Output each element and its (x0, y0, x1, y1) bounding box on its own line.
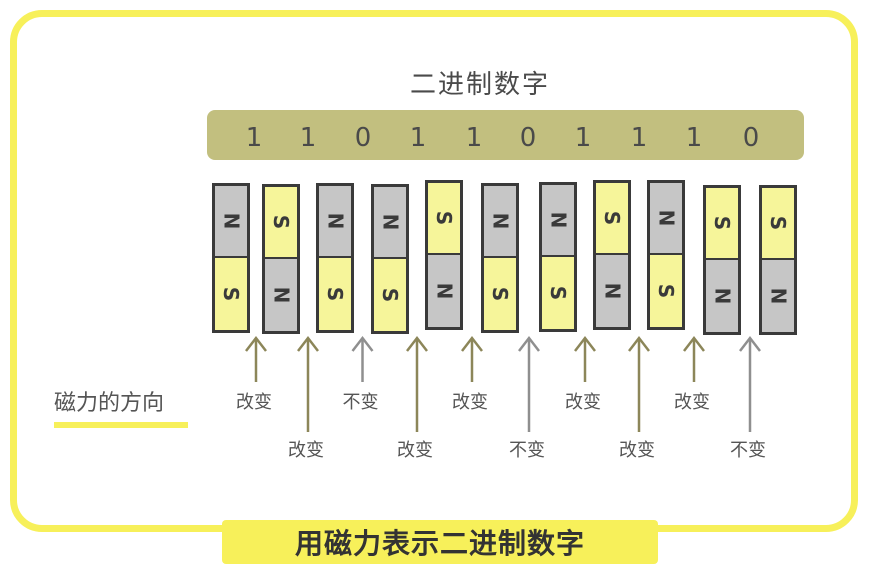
magnet-bottom-pole: S (542, 257, 574, 329)
magnet-top-pole: S (428, 183, 460, 255)
pole-letter: N (654, 209, 678, 227)
pole-letter: S (323, 286, 347, 302)
bit-digit: 1 (465, 123, 483, 153)
pole-letter: N (432, 282, 456, 300)
pole-letter: S (546, 285, 570, 301)
magnet-bottom-pole: N (706, 260, 738, 332)
transition-label: 不变 (509, 440, 545, 461)
magnet-top-pole: N (542, 185, 574, 257)
magnet-bottom-pole: N (265, 259, 297, 331)
pole-letter: N (766, 287, 790, 305)
pole-letter: S (378, 287, 402, 303)
magnet-bottom-pole: S (650, 255, 682, 327)
magnet-top-pole: N (374, 187, 406, 259)
magnet-bottom-pole: N (762, 260, 794, 332)
magnet-bottom-pole: S (374, 259, 406, 331)
pole-letter: S (766, 215, 790, 231)
bit-digit: 1 (630, 123, 648, 153)
pole-letter: N (269, 286, 293, 304)
bit-digit: 1 (299, 123, 317, 153)
magnet-bottom-pole: N (596, 255, 628, 327)
pole-letter: N (600, 282, 624, 300)
pole-letter: N (378, 213, 402, 231)
bit-digit: 0 (354, 123, 372, 153)
pole-letter: S (600, 210, 624, 226)
caption-underline (54, 422, 188, 428)
pole-letter: N (546, 211, 570, 229)
transition-label: 改变 (452, 392, 488, 413)
pole-letter: N (323, 212, 347, 230)
title-box: 用磁力表示二进制数字 (222, 520, 658, 564)
bit-digit: 0 (742, 123, 760, 153)
binary-heading: 二进制数字 (410, 70, 551, 100)
pole-letter: S (219, 286, 243, 302)
magnet-top-pole: N (319, 186, 351, 258)
magnet-bottom-pole: S (319, 258, 351, 330)
pole-letter: N (710, 287, 734, 305)
pole-letter: N (219, 212, 243, 230)
bit-digit: 1 (409, 123, 427, 153)
transition-label: 不变 (342, 392, 379, 413)
pole-letter: S (488, 286, 512, 302)
transition-label: 改变 (288, 440, 324, 461)
magnet-bottom-pole: S (484, 258, 516, 330)
pole-letter: S (432, 210, 456, 226)
pole-letter: N (488, 212, 512, 230)
bit-digit: 1 (685, 123, 703, 153)
pole-letter: S (654, 283, 678, 299)
magnet-top-pole: N (650, 183, 682, 255)
bit-digit: 0 (519, 123, 537, 153)
magnet-top-pole: S (706, 188, 738, 260)
magnet-top-pole: S (596, 183, 628, 255)
magnet-top-pole: S (762, 188, 794, 260)
transition-label: 改变 (236, 392, 272, 413)
pole-letter: S (269, 214, 293, 230)
magnet-bottom-pole: N (428, 255, 460, 327)
magnet-top-pole: S (265, 187, 297, 259)
pole-letter: S (710, 215, 734, 231)
transition-label: 改变 (565, 392, 601, 413)
transition-label: 不变 (730, 440, 766, 461)
transition-label: 改变 (619, 440, 655, 461)
magnetic-direction-caption: 磁力的方向 (54, 391, 165, 416)
magnet-bottom-pole: S (215, 258, 247, 330)
transition-label: 改变 (397, 440, 433, 461)
bit-digit: 1 (245, 123, 263, 153)
bit-digit: 1 (574, 123, 592, 153)
transition-label: 改变 (674, 392, 710, 413)
magnet-top-pole: N (215, 186, 247, 258)
magnet-top-pole: N (484, 186, 516, 258)
bit-bar (207, 110, 804, 160)
diagram-title: 用磁力表示二进制数字 (294, 527, 585, 560)
